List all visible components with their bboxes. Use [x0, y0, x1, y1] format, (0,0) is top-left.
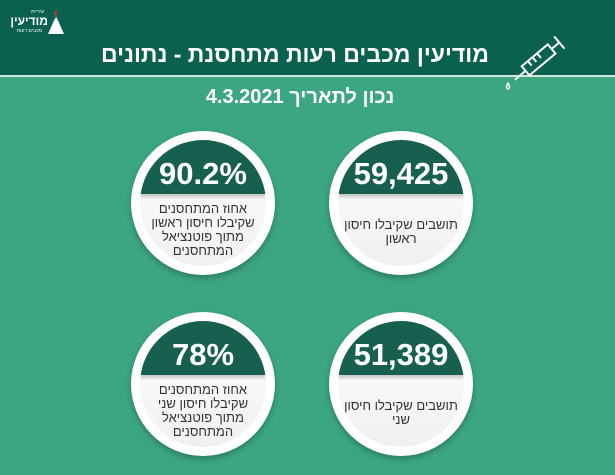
stat-first-dose-residents: 59,425 תושבים שקיבלו חיסון ראשון: [329, 131, 473, 275]
svg-text:מכבים רעות: מכבים רעות: [17, 28, 43, 34]
stat-first-dose-percent: 90.2% אחוז המתחסנים שקיבלו חיסון ראשון מ…: [131, 131, 275, 275]
stat-label: תושבים שקיבלו חיסון שני: [344, 398, 458, 427]
stat-value: 90.2%: [159, 156, 247, 191]
stat-second-dose-residents: 51,389 תושבים שקיבלו חיסון שני: [329, 312, 473, 456]
stat-label: תושבים שקיבלו חיסון ראשון: [344, 217, 458, 246]
stat-second-dose-percent: 78% אחוז המתחסנים שקיבלו חיסון שני מתוך …: [131, 312, 275, 456]
svg-text:מודיעין: מודיעין: [10, 14, 48, 28]
syringe-icon: [505, 35, 566, 90]
svg-text:עיריית: עיריית: [31, 9, 44, 15]
page-title: מודיעין מכבים רעות מתחסנת - נתונים: [101, 41, 489, 67]
stat-label: אחוז המתחסנים שקיבלו חיסון שני מתוך פוטנ…: [157, 382, 249, 439]
divider: [0, 75, 615, 77]
date-label: נכון לתאריך 4.3.2021: [205, 86, 395, 108]
stat-value: 51,389: [353, 337, 449, 372]
stat-value: 59,425: [353, 156, 449, 191]
municipality-logo: עיריית מודיעין מכבים רעות: [10, 9, 64, 34]
stat-label: אחוז המתחסנים שקיבלו חיסון ראשון מתוך פו…: [151, 201, 255, 258]
stat-value: 78%: [171, 337, 235, 372]
header-banner: [0, 0, 615, 75]
